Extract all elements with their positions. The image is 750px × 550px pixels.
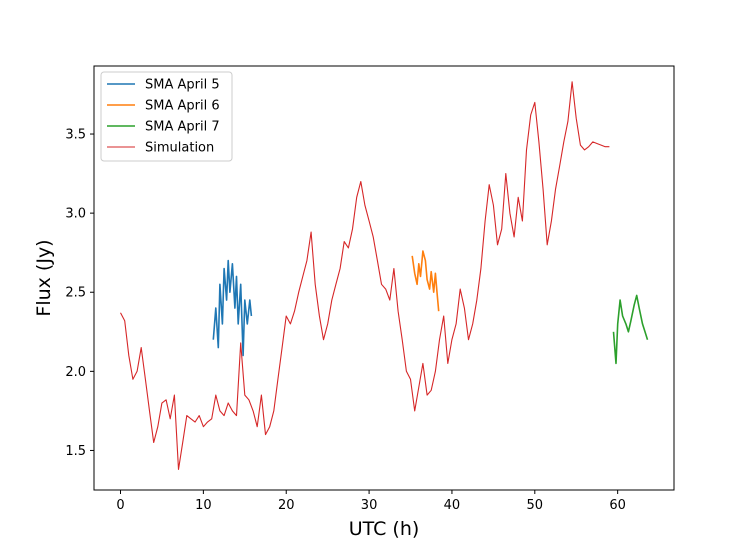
x-tick-label: 40	[444, 498, 461, 513]
y-tick-label: 3.0	[65, 207, 86, 222]
legend-label: SMA April 6	[145, 99, 220, 114]
y-tick-label: 1.5	[65, 444, 86, 459]
y-axis-ticks: 1.5 2.0 2.5 3.0 3.5	[65, 128, 94, 459]
legend-label: SMA April 7	[145, 120, 220, 135]
x-axis-ticks: 0 10 20 30 40 50 60	[116, 490, 626, 513]
legend: SMA April 5 SMA April 6 SMA April 7 Simulat…	[100, 71, 233, 162]
legend-items: SMA April 5 SMA April 6 SMA April 7 Simulat…	[107, 78, 220, 156]
y-tick-label: 2.5	[65, 286, 86, 301]
series-line-sma-april-7	[612, 294, 649, 365]
x-tick-label: 50	[527, 498, 544, 513]
legend-label: Simulation	[145, 141, 214, 156]
x-tick-label: 0	[116, 498, 124, 513]
y-axis-title: Flux (Jy)	[33, 239, 55, 316]
series-line-sma-april-5	[212, 259, 253, 357]
x-tick-label: 20	[278, 498, 295, 513]
legend-label: SMA April 5	[145, 78, 220, 93]
series-line-sma-april-6	[411, 250, 440, 312]
x-tick-label: 10	[195, 498, 212, 513]
x-axis-title: UTC (h)	[349, 518, 420, 540]
series-layer	[120, 81, 649, 470]
series-line-simulation	[120, 81, 610, 470]
legend-box	[100, 71, 233, 162]
x-tick-label: 60	[609, 498, 626, 513]
y-tick-label: 3.5	[65, 128, 86, 143]
plot-frame	[93, 65, 675, 491]
y-tick-label: 2.0	[65, 365, 86, 380]
x-tick-label: 30	[361, 498, 378, 513]
